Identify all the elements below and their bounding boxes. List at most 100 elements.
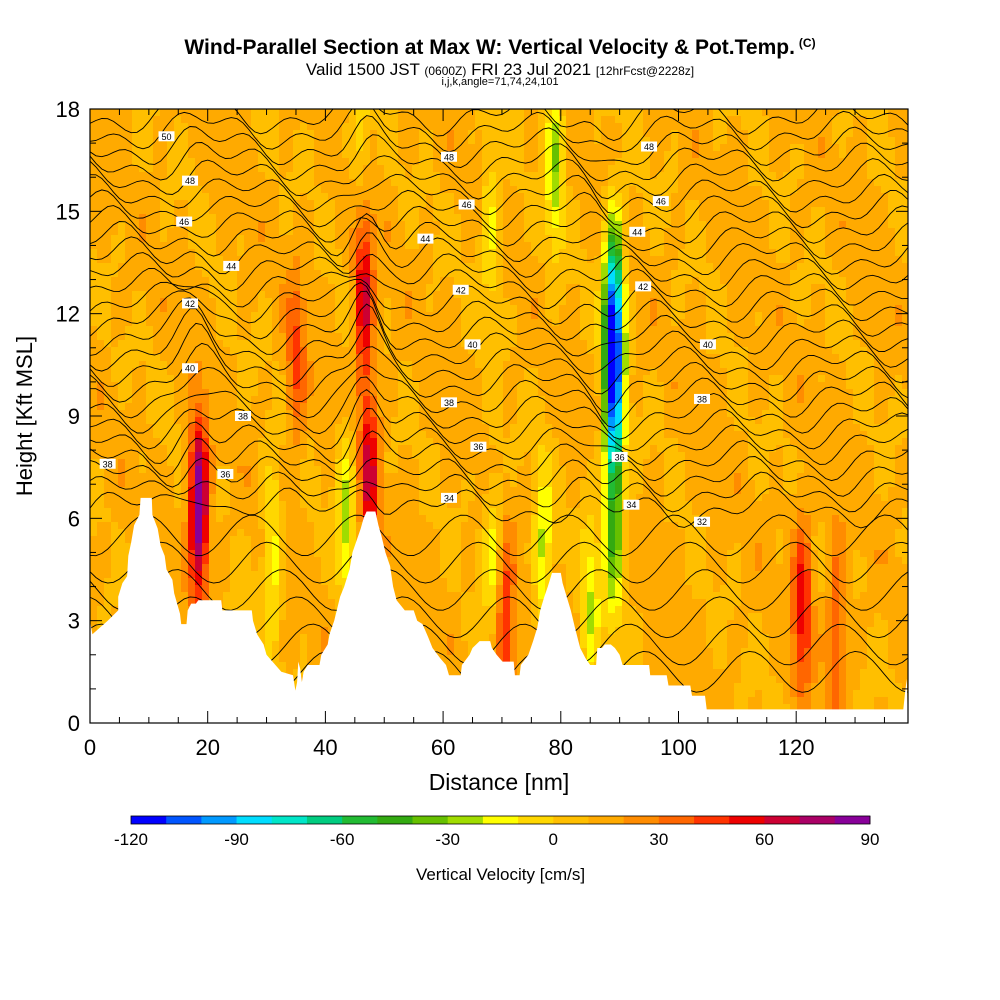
velocity-cell [902,158,908,166]
velocity-cell [720,158,728,166]
velocity-cell [769,130,777,138]
velocity-cell [804,305,812,313]
velocity-cell [566,193,574,201]
velocity-cell [342,193,350,201]
velocity-cell [216,109,224,117]
velocity-cell [699,228,707,236]
velocity-cell [433,109,441,117]
velocity-cell [552,228,560,236]
velocity-cell [482,116,490,124]
velocity-cell [748,172,756,180]
velocity-cell [629,256,637,264]
velocity-cell [713,333,721,341]
velocity-cell [391,186,399,194]
velocity-cell [195,389,203,397]
velocity-cell [832,151,840,159]
velocity-cell [335,165,343,173]
velocity-cell [321,291,329,299]
velocity-cell [874,256,882,264]
velocity-cell [258,256,266,264]
velocity-cell [587,326,595,334]
velocity-cell [97,179,105,187]
velocity-cell [496,249,504,257]
velocity-cell [405,256,413,264]
velocity-cell [818,172,826,180]
velocity-cell [97,277,105,285]
velocity-cell [790,235,798,243]
velocity-cell [454,347,462,355]
velocity-cell [790,207,798,215]
velocity-cell [748,270,756,278]
velocity-cell [573,361,581,369]
velocity-cell [90,354,98,362]
velocity-cell [671,347,679,355]
velocity-cell [293,235,301,243]
velocity-cell [363,186,371,194]
velocity-cell [202,291,210,299]
velocity-cell [874,326,882,334]
velocity-cell [279,228,287,236]
velocity-cell [573,158,581,166]
velocity-cell [706,172,714,180]
velocity-cell [118,214,126,222]
velocity-cell [412,354,420,362]
velocity-cell [104,186,112,194]
velocity-cell [272,361,280,369]
velocity-cell [552,172,560,180]
velocity-cell [321,123,329,131]
velocity-cell [860,298,868,306]
velocity-cell [643,333,651,341]
velocity-cell [349,158,357,166]
velocity-cell [510,179,518,187]
velocity-cell [825,312,833,320]
velocity-cell [818,158,826,166]
velocity-cell [90,396,98,404]
velocity-cell [391,340,399,348]
velocity-cell [314,354,322,362]
velocity-cell [825,249,833,257]
velocity-cell [594,109,602,117]
velocity-cell [748,137,756,145]
velocity-cell [482,207,490,215]
velocity-cell [496,109,504,117]
velocity-cell [125,396,133,404]
velocity-cell [517,263,525,271]
velocity-cell [874,382,882,390]
velocity-cell [216,403,224,411]
velocity-cell [370,109,378,117]
velocity-cell [314,179,322,187]
velocity-cell [853,249,861,257]
velocity-cell [734,347,742,355]
velocity-cell [706,200,714,208]
velocity-cell [846,319,854,327]
velocity-cell [846,144,854,152]
velocity-cell [419,249,427,257]
velocity-cell [713,214,721,222]
velocity-cell [573,326,581,334]
velocity-cell [895,221,903,229]
velocity-cell [398,396,406,404]
velocity-cell [440,319,448,327]
velocity-cell [202,144,210,152]
velocity-cell [573,123,581,131]
velocity-cell [307,277,315,285]
velocity-cell [839,116,847,124]
velocity-cell [720,291,728,299]
velocity-cell [209,228,217,236]
velocity-cell [692,354,700,362]
velocity-cell [363,291,371,299]
velocity-cell [202,256,210,264]
velocity-cell [622,340,630,348]
velocity-cell [223,298,231,306]
velocity-cell [629,382,637,390]
velocity-cell [776,165,784,173]
velocity-cell [685,165,693,173]
velocity-cell [146,340,154,348]
velocity-cell [321,186,329,194]
velocity-cell [783,319,791,327]
velocity-cell [566,116,574,124]
velocity-cell [790,249,798,257]
velocity-cell [853,137,861,145]
velocity-cell [405,270,413,278]
velocity-cell [608,347,616,355]
